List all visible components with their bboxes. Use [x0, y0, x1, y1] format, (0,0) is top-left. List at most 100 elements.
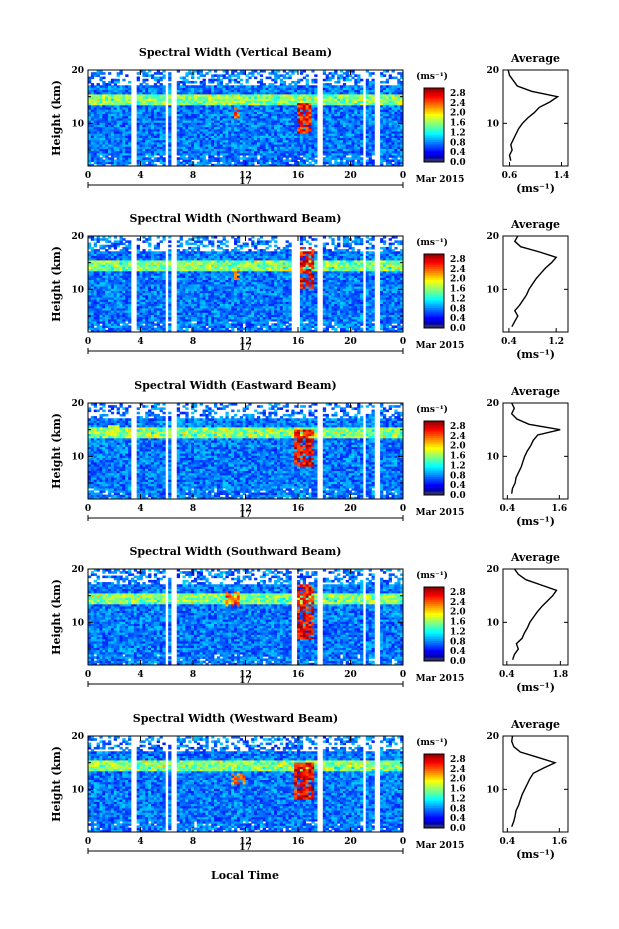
- colorbar-tick-label: 0.8: [450, 637, 466, 647]
- heatmap-cells: [88, 70, 404, 167]
- y-axis-label: Height (km): [50, 413, 63, 489]
- profile-unit: (ms⁻¹): [516, 348, 555, 361]
- colorbar-tick-label: 0.4: [450, 814, 466, 824]
- colorbar-tick-label: 0.0: [450, 824, 466, 834]
- colorbar-unit: (ms⁻¹): [416, 71, 448, 82]
- average-profile: Average 20 10 0.4 1.2(ms⁻¹): [486, 218, 569, 361]
- y-axis-label: Height (km): [50, 80, 63, 156]
- profile-x-tick-label: 1.4: [554, 171, 570, 181]
- x-tick-label: 8: [190, 171, 196, 181]
- y-tick-label: 20: [71, 399, 84, 409]
- x-tick-label: 0: [400, 171, 406, 181]
- x-tick-label: 4: [137, 670, 143, 680]
- profile-y-tick-label: 10: [486, 785, 499, 795]
- date-month: Mar 2015: [416, 341, 465, 351]
- x-tick-label: 20: [344, 171, 357, 181]
- profile-line: [510, 735, 557, 827]
- y-tick-label: 10: [71, 618, 84, 628]
- average-profile: Average 20 10 0.4 1.6(ms⁻¹): [486, 718, 569, 861]
- colorbar: [423, 253, 445, 329]
- x-tick-label: 0: [400, 504, 406, 514]
- profile-unit: (ms⁻¹): [516, 681, 555, 694]
- heatmap-cells: [88, 403, 404, 500]
- colorbar-tick-label: 0.0: [450, 324, 466, 334]
- date-month: Mar 2015: [416, 508, 465, 518]
- profile-frame: [502, 235, 569, 333]
- colorbar-tick-label: 1.2: [450, 461, 466, 471]
- profile-y-tick-label: 10: [486, 618, 499, 628]
- colorbar-tick-label: 0.8: [450, 471, 466, 481]
- x-tick-label: 4: [137, 337, 143, 347]
- profile-unit: (ms⁻¹): [516, 182, 555, 195]
- x-tick-label: 0: [85, 670, 91, 680]
- x-tick-label: 16: [292, 337, 305, 347]
- colorbar-tick-label: 1.6: [450, 119, 466, 129]
- profile-unit: (ms⁻¹): [516, 515, 555, 528]
- colorbar-tick-label: 0.8: [450, 304, 466, 314]
- profile-x-tick-label: 1.2: [548, 337, 564, 347]
- colorbar-tick-label: 2.0: [450, 442, 466, 452]
- colorbar-tick-label: 0.4: [450, 647, 466, 657]
- y-tick-label: 20: [71, 732, 84, 742]
- profile-line: [511, 235, 558, 328]
- colorbar-tick-label: 2.8: [450, 588, 466, 598]
- x-tick-label: 16: [292, 504, 305, 514]
- colorbar-tick-label: 0.4: [450, 314, 466, 324]
- colorbar-tick-label: 1.2: [450, 128, 466, 138]
- profile-x-tick-label: 0.4: [499, 670, 515, 680]
- spectral-width-panel-2: Spectral Width (Northward Beam) 0 4 8 12 16 20…: [50, 212, 569, 361]
- y-tick-label: 20: [71, 565, 84, 575]
- profile-frame: [502, 735, 569, 833]
- colorbar-tick-label: 0.8: [450, 804, 466, 814]
- profile-x-tick-label: 1.6: [551, 837, 567, 847]
- x-tick-label: 0: [400, 837, 406, 847]
- colorbar-unit: (ms⁻¹): [416, 570, 448, 581]
- x-tick-label: 20: [344, 337, 357, 347]
- profile-line: [511, 568, 558, 660]
- x-tick-label: 8: [190, 504, 196, 514]
- colorbar-tick-label: 1.6: [450, 785, 466, 795]
- colorbar-tick-label: 2.0: [450, 775, 466, 785]
- date-month: Mar 2015: [416, 674, 465, 684]
- x-tick-label: 8: [190, 837, 196, 847]
- colorbar-tick-label: 2.0: [450, 608, 466, 618]
- spectral-width-panel-4: Spectral Width (Southward Beam) 0 4 8 12 16 20…: [50, 545, 569, 694]
- colorbar-tick-label: 2.8: [450, 89, 466, 99]
- panel-title: Spectral Width (Vertical Beam): [139, 46, 332, 59]
- x-tick-label: 0: [85, 504, 91, 514]
- profile-frame: [502, 402, 569, 500]
- colorbar-tick-label: 2.8: [450, 422, 466, 432]
- profile-y-tick-label: 20: [486, 732, 499, 742]
- x-tick-label: 8: [190, 670, 196, 680]
- colorbar-tick-label: 1.6: [450, 618, 466, 628]
- panel-title: Spectral Width (Westward Beam): [133, 712, 338, 725]
- colorbar-unit: (ms⁻¹): [416, 237, 448, 248]
- colorbar: [423, 87, 445, 163]
- x-tick-label: 4: [137, 837, 143, 847]
- colorbar: [423, 586, 445, 662]
- x-tick-label: 16: [292, 837, 305, 847]
- date-month: Mar 2015: [416, 175, 465, 185]
- x-tick-label: 12: [239, 670, 252, 680]
- profile-x-tick-label: 1.6: [551, 504, 567, 514]
- x-tick-label: 20: [344, 504, 357, 514]
- spectral-width-panel-3: Spectral Width (Eastward Beam) 0 4 8 12 16 20 0…: [50, 379, 569, 528]
- profile-x-tick-label: 0.4: [501, 337, 517, 347]
- date-day: 17: [239, 343, 252, 353]
- colorbar-tick-label: 2.4: [450, 765, 466, 775]
- x-tick-label: 16: [292, 171, 305, 181]
- x-tick-label: 0: [85, 171, 91, 181]
- date-day: 17: [239, 843, 252, 853]
- colorbar-tick-label: 2.4: [450, 432, 466, 442]
- profile-title: Average: [510, 385, 560, 398]
- y-axis-label: Height (km): [50, 746, 63, 822]
- x-tick-label: 12: [239, 337, 252, 347]
- x-tick-label: 0: [400, 670, 406, 680]
- y-axis-label: Height (km): [50, 579, 63, 655]
- x-tick-label: 0: [85, 837, 91, 847]
- panel-title: Spectral Width (Northward Beam): [130, 212, 342, 225]
- x-tick-label: 20: [344, 837, 357, 847]
- profile-y-tick-label: 10: [486, 285, 499, 295]
- profile-unit: (ms⁻¹): [516, 848, 555, 861]
- colorbar-tick-label: 2.4: [450, 265, 466, 275]
